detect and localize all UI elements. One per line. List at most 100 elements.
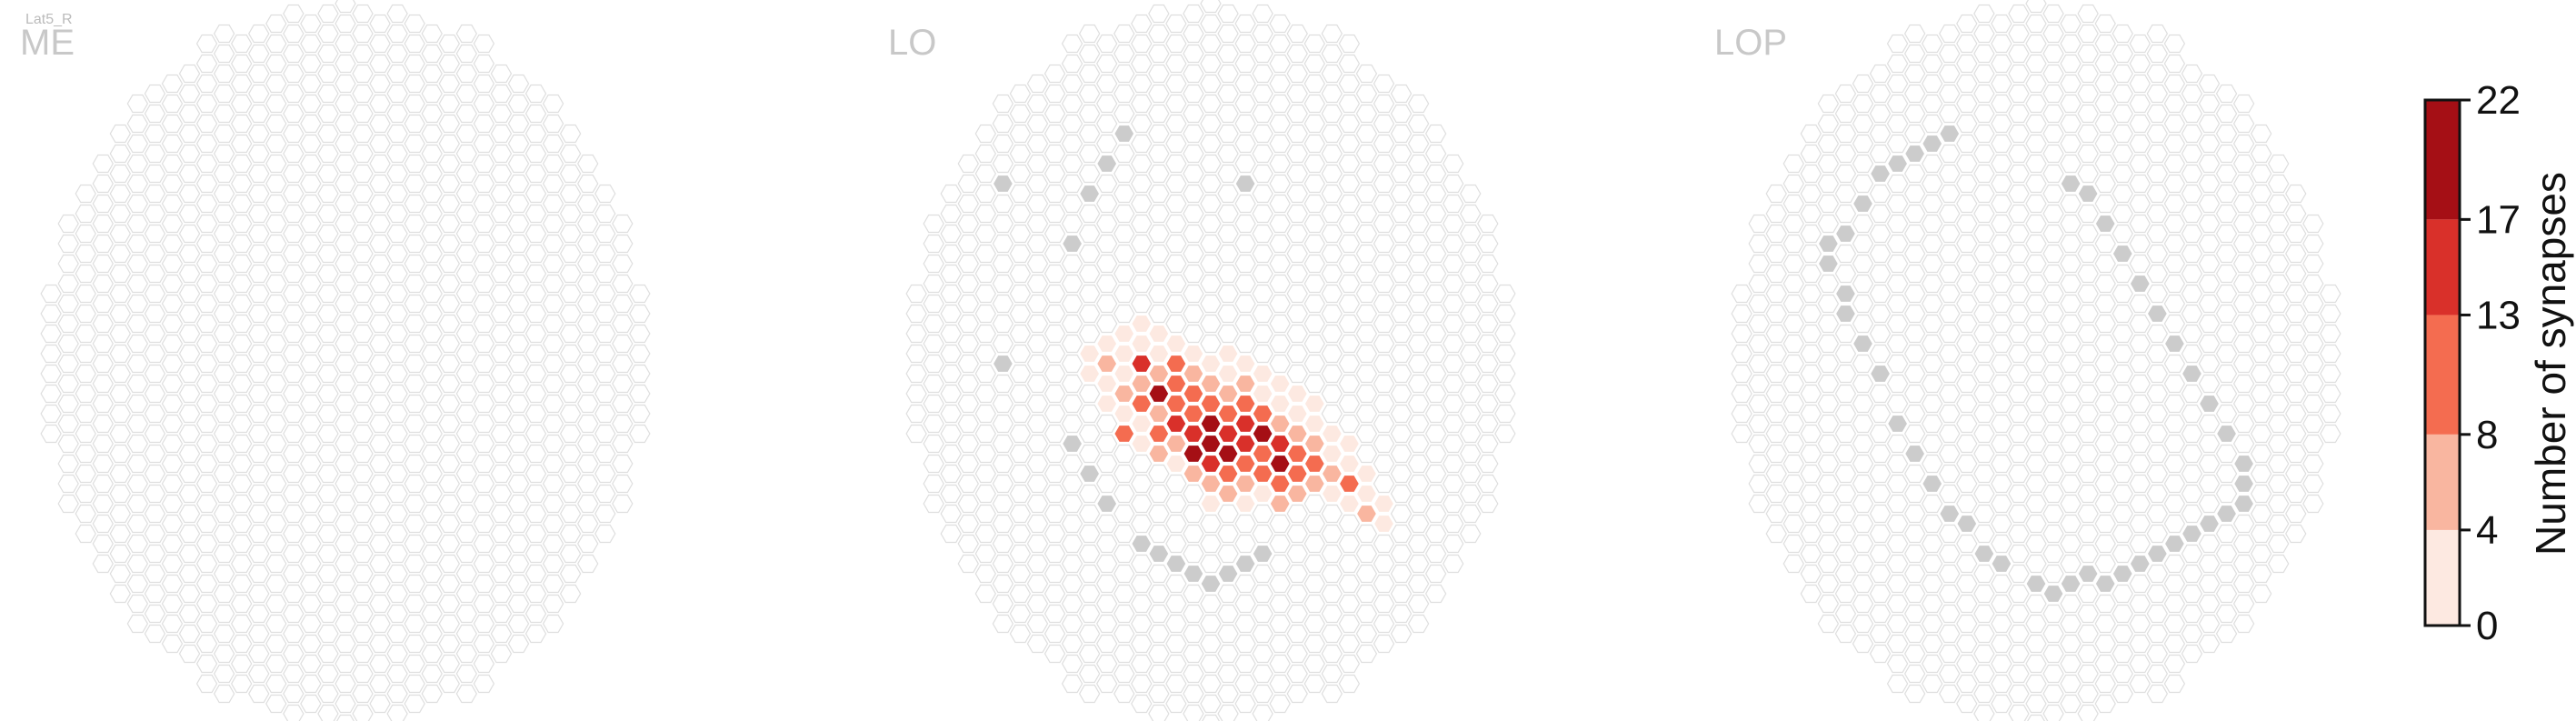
hex-cell (1973, 304, 1995, 324)
hex-cell (1131, 674, 1153, 694)
hex-cell (421, 604, 443, 624)
hex-cell (161, 194, 184, 214)
hex-cell (1165, 474, 1187, 494)
hex-cell (352, 664, 374, 684)
hex-cell (1252, 664, 1273, 684)
hex-cell (352, 684, 374, 704)
hex-cell (317, 324, 339, 344)
panel-title-lop: LOP (1714, 23, 1787, 63)
hex-cell (1026, 394, 1049, 414)
hex-cell (1886, 254, 1909, 274)
hex-cell (1956, 374, 1978, 394)
hex-cell (386, 684, 408, 704)
hex-cell (1026, 634, 1049, 654)
hex-cell (1355, 404, 1378, 424)
hex-cell (1061, 634, 1083, 654)
hex-cell (2146, 264, 2169, 284)
hex-cell (1252, 564, 1273, 584)
hex-cell (1321, 404, 1343, 424)
hex-cell (974, 324, 997, 344)
hex-cell (2215, 284, 2238, 304)
hex-cell (1183, 104, 1204, 124)
hex-cell (1148, 264, 1170, 284)
hex-cell (404, 114, 425, 134)
hex-cell (1217, 324, 1239, 344)
hex-cell (300, 394, 322, 414)
hex-cell (1991, 54, 2012, 74)
hex-cell (109, 544, 132, 564)
hex-cell (1886, 434, 1909, 454)
hex-cell-missing (2025, 574, 2047, 594)
hex-cell (594, 364, 616, 384)
hex-cell (490, 644, 513, 664)
hex-cell (1817, 134, 1840, 154)
hex-cell (1903, 564, 1926, 584)
hex-cell (421, 664, 443, 684)
hex-cell (2060, 254, 2082, 274)
hex-cell (369, 434, 391, 454)
hex-cell (1903, 384, 1926, 404)
hex-cell (1148, 564, 1170, 584)
hex-cell (1373, 114, 1395, 134)
hex-cell (1078, 504, 1101, 524)
hex-cell (300, 354, 322, 374)
hex-cell-value (1252, 364, 1273, 384)
hex-cell (1165, 654, 1187, 674)
hex-cell (75, 264, 96, 284)
hex-cell (473, 634, 495, 654)
hex-cell (940, 404, 962, 424)
hex-cell (2025, 314, 2047, 334)
hex-cell-value (1338, 434, 1361, 454)
hex-cell (144, 304, 166, 324)
hex-cell (2042, 364, 2064, 384)
hex-cell (1922, 294, 1943, 314)
hex-cell (1148, 204, 1170, 224)
hex-cell (1424, 404, 1447, 424)
hex-cell (369, 634, 391, 654)
hex-cell (1009, 184, 1032, 204)
hex-cell (2181, 324, 2203, 344)
hex-cell-value (1269, 414, 1291, 434)
hex-cell (1852, 134, 1874, 154)
hex-grid-lop (1731, 0, 2341, 721)
hex-cell (213, 564, 235, 584)
hex-cell (1355, 444, 1378, 464)
hex-cell (2077, 264, 2099, 284)
hex-cell (1043, 524, 1066, 544)
hex-cell (1131, 54, 1153, 74)
hex-cell (1355, 644, 1378, 664)
hex-cell (2232, 154, 2255, 174)
hex-cell (1269, 54, 1291, 74)
hex-cell (1113, 244, 1135, 264)
hex-cell (283, 244, 305, 264)
hex-cell (178, 284, 201, 304)
hex-cell (178, 624, 201, 644)
hex-cell-value (1148, 324, 1170, 344)
hex-cell (2268, 274, 2290, 294)
hex-cell (2094, 234, 2116, 254)
hex-cell (1078, 244, 1101, 264)
hex-cell (1800, 384, 1822, 404)
hex-cell (2198, 534, 2221, 554)
hex-cell (231, 234, 253, 254)
hex-cell (1026, 594, 1049, 614)
hex-cell (1148, 304, 1170, 324)
hex-cell (1903, 344, 1926, 364)
hex-cell-value (1078, 344, 1101, 364)
hex-cell (1956, 214, 1978, 234)
hex-cell (404, 574, 425, 594)
hex-cell (1165, 594, 1187, 614)
hex-cell (992, 234, 1014, 254)
hex-cell (992, 374, 1014, 394)
hex-cell (1922, 114, 1943, 134)
hex-cell (2077, 24, 2099, 44)
hex-cell (1834, 104, 1857, 124)
hex-cell-value (1217, 344, 1239, 364)
hex-cell (2129, 474, 2151, 494)
hex-cell (1148, 664, 1170, 684)
hex-cell (974, 344, 997, 364)
hex-cell (1939, 344, 1961, 364)
hex-cell (2060, 394, 2082, 414)
hex-cell (455, 204, 478, 224)
hex-cell (1939, 604, 1961, 624)
